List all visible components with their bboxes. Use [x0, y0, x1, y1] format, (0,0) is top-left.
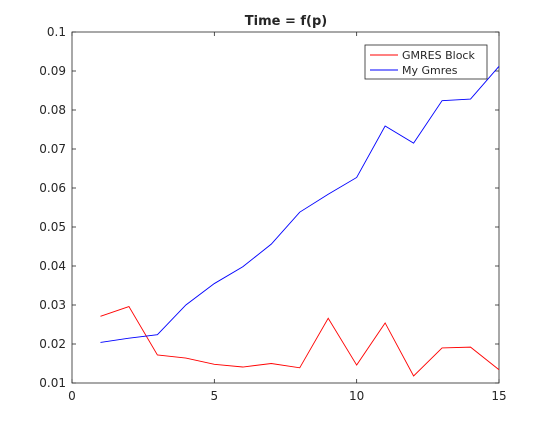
x-tick-label: 0: [68, 389, 76, 403]
axes: 0 5 10 15 0.01 0.02 0.03 0.04 0.05 0.06 0.07 0.08 0.…: [39, 25, 506, 403]
chart-title: Time = f(p): [245, 14, 327, 29]
x-tick-label: 15: [491, 389, 506, 403]
series-layer: [100, 66, 500, 377]
y-tick-label: 0.09: [39, 64, 66, 78]
y-tick-label: 0.08: [39, 103, 66, 117]
y-tick-label: 0.04: [39, 259, 66, 273]
legend-box: [364, 44, 488, 80]
y-tick-label: 0.03: [39, 298, 66, 312]
y-tick-label: 0.05: [39, 220, 66, 234]
y-tick-label: 0.01: [39, 376, 66, 390]
x-tick-label: 10: [349, 389, 364, 403]
y-tick-label: 0.07: [39, 142, 66, 156]
y-tick-label: 0.02: [39, 337, 66, 351]
series-line-my-gmres: [100, 66, 500, 343]
x-tick-label: 5: [211, 389, 219, 403]
legend-label: GMRES Block: [402, 49, 475, 62]
series-line-gmres-block: [100, 306, 500, 377]
legend: GMRES Block My Gmres: [364, 44, 488, 80]
y-tick-label: 0.1: [47, 25, 66, 39]
legend-label: My Gmres: [402, 64, 458, 77]
y-tick-label: 0.06: [39, 181, 66, 195]
plot-frame: [71, 31, 500, 384]
